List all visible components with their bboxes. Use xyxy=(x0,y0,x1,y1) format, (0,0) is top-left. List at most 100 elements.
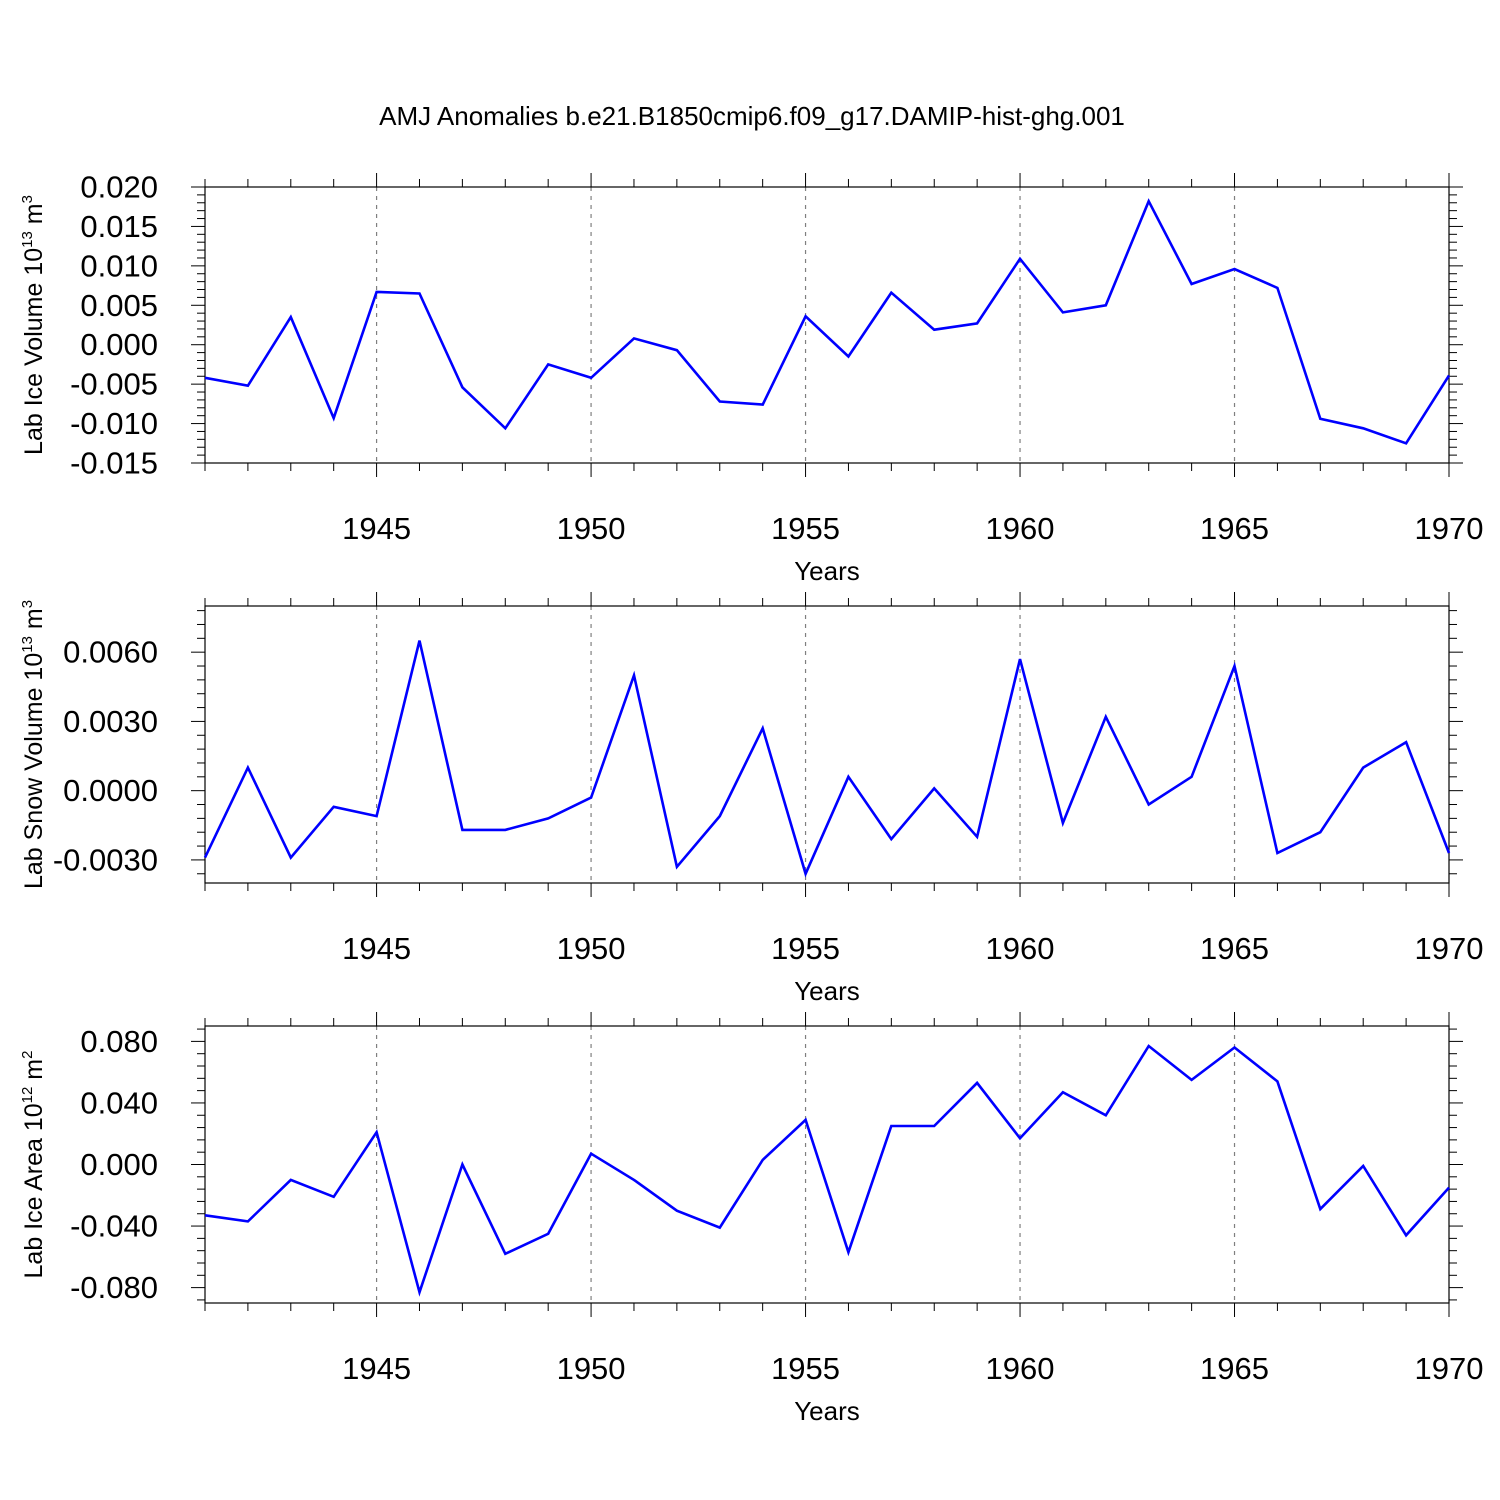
data-point xyxy=(890,1125,892,1127)
plot-frame xyxy=(204,1025,1450,1304)
data-point xyxy=(332,806,334,808)
y-axis-label-main: Lab Ice Volume 10 xyxy=(20,248,48,455)
x-tick-label: 1955 xyxy=(771,1351,840,1386)
y-tick-label: 0.015 xyxy=(80,209,158,244)
series-line xyxy=(203,640,1451,878)
data-point xyxy=(418,292,420,294)
data-point xyxy=(1062,311,1064,313)
x-axis-label: Years xyxy=(794,1396,860,1426)
data-point xyxy=(1362,766,1364,768)
y-axis-label-unit: m xyxy=(20,608,48,636)
x-tick-label: 1945 xyxy=(342,931,411,966)
y-axis-label-exponent: 13 xyxy=(19,231,36,248)
data-point xyxy=(761,727,763,729)
y-tick-label: 0.005 xyxy=(80,288,158,323)
data-point xyxy=(375,1131,377,1133)
x-tick-label: 1960 xyxy=(986,931,1055,966)
x-tick-label: 1955 xyxy=(771,511,840,546)
data-point xyxy=(1148,200,1150,202)
y-axis-label-unit: m xyxy=(20,203,48,231)
y-tick-label: -0.040 xyxy=(70,1209,158,1244)
x-tick-label: 1950 xyxy=(557,931,626,966)
data-point xyxy=(847,776,849,778)
data-point xyxy=(1362,427,1364,429)
plot-frame xyxy=(204,186,1450,464)
data-point xyxy=(676,1209,678,1211)
data-point xyxy=(547,363,549,365)
data-point xyxy=(1190,776,1192,778)
data-point xyxy=(719,1226,721,1228)
data-point xyxy=(290,1179,292,1181)
data-point xyxy=(1362,1165,1364,1167)
y-tick-label: 0.0030 xyxy=(63,704,158,739)
data-point xyxy=(461,1163,463,1165)
data-point xyxy=(290,856,292,858)
data-point xyxy=(890,291,892,293)
data-point xyxy=(418,639,420,641)
data-point xyxy=(976,322,978,324)
data-point xyxy=(676,349,678,351)
data-point xyxy=(1105,304,1107,306)
data-point xyxy=(1405,741,1407,743)
data-point xyxy=(375,815,377,817)
data-point xyxy=(247,385,249,387)
series-line xyxy=(204,1044,1450,1297)
x-tick-label: 1945 xyxy=(342,1351,411,1386)
data-point xyxy=(1062,822,1064,824)
data-point xyxy=(504,427,506,429)
data-point xyxy=(504,829,506,831)
x-axis-label: Years xyxy=(794,976,860,1006)
data-point xyxy=(1405,442,1407,444)
data-point xyxy=(804,315,806,317)
data-point xyxy=(633,1179,635,1181)
y-axis-label-main: Lab Snow Volume 10 xyxy=(20,653,48,889)
data-point xyxy=(290,316,292,318)
y-axis-label-exponent: 12 xyxy=(19,1087,36,1104)
y-axis-label: Lab Ice Volume 1013 m3 xyxy=(19,195,48,455)
data-point xyxy=(1148,1045,1150,1047)
data-point xyxy=(933,1125,935,1127)
data-point xyxy=(547,1233,549,1235)
y-tick-label: -0.0030 xyxy=(53,842,158,877)
data-point xyxy=(633,337,635,339)
data-point xyxy=(247,1220,249,1222)
y-tick-label: 0.080 xyxy=(80,1024,158,1059)
y-axis-label-unit: m xyxy=(20,1059,48,1087)
plot-frame xyxy=(204,605,1450,884)
data-point xyxy=(847,355,849,357)
data-point xyxy=(1276,852,1278,854)
data-point xyxy=(1448,852,1450,854)
y-tick-label: 0.000 xyxy=(80,327,158,362)
chart-panels: -0.015 -0.010 -0.005 0.000 0.005 0.010 0.015 0.… xyxy=(19,170,1483,1427)
y-axis-label-exponent: 13 xyxy=(19,636,36,653)
y-axis-label-main: Lab Ice Area 10 xyxy=(20,1103,48,1278)
data-point xyxy=(719,400,721,402)
data-point xyxy=(1319,831,1321,833)
x-tick-label: 1960 xyxy=(986,511,1055,546)
data-point xyxy=(375,291,377,293)
data-point xyxy=(1019,1137,1021,1139)
y-tick-label: 0.000 xyxy=(80,1147,158,1182)
data-point xyxy=(933,329,935,331)
data-point xyxy=(976,1082,978,1084)
data-point xyxy=(1190,1079,1192,1081)
data-point xyxy=(1448,374,1450,376)
data-point xyxy=(1276,1080,1278,1082)
x-tick-label: 1970 xyxy=(1415,511,1484,546)
data-point xyxy=(676,866,678,868)
data-point xyxy=(247,766,249,768)
data-point xyxy=(1233,268,1235,270)
y-tick-label: 0.020 xyxy=(80,170,158,205)
x-tick-label: 1955 xyxy=(771,931,840,966)
data-point xyxy=(204,1214,206,1216)
data-point xyxy=(1448,1186,1450,1188)
data-point xyxy=(1105,1114,1107,1116)
data-point xyxy=(461,386,463,388)
y-tick-label: -0.005 xyxy=(70,367,158,402)
data-point xyxy=(590,377,592,379)
data-point xyxy=(1233,665,1235,667)
data-point xyxy=(1062,1091,1064,1093)
data-point xyxy=(547,817,549,819)
data-point xyxy=(1319,1208,1321,1210)
